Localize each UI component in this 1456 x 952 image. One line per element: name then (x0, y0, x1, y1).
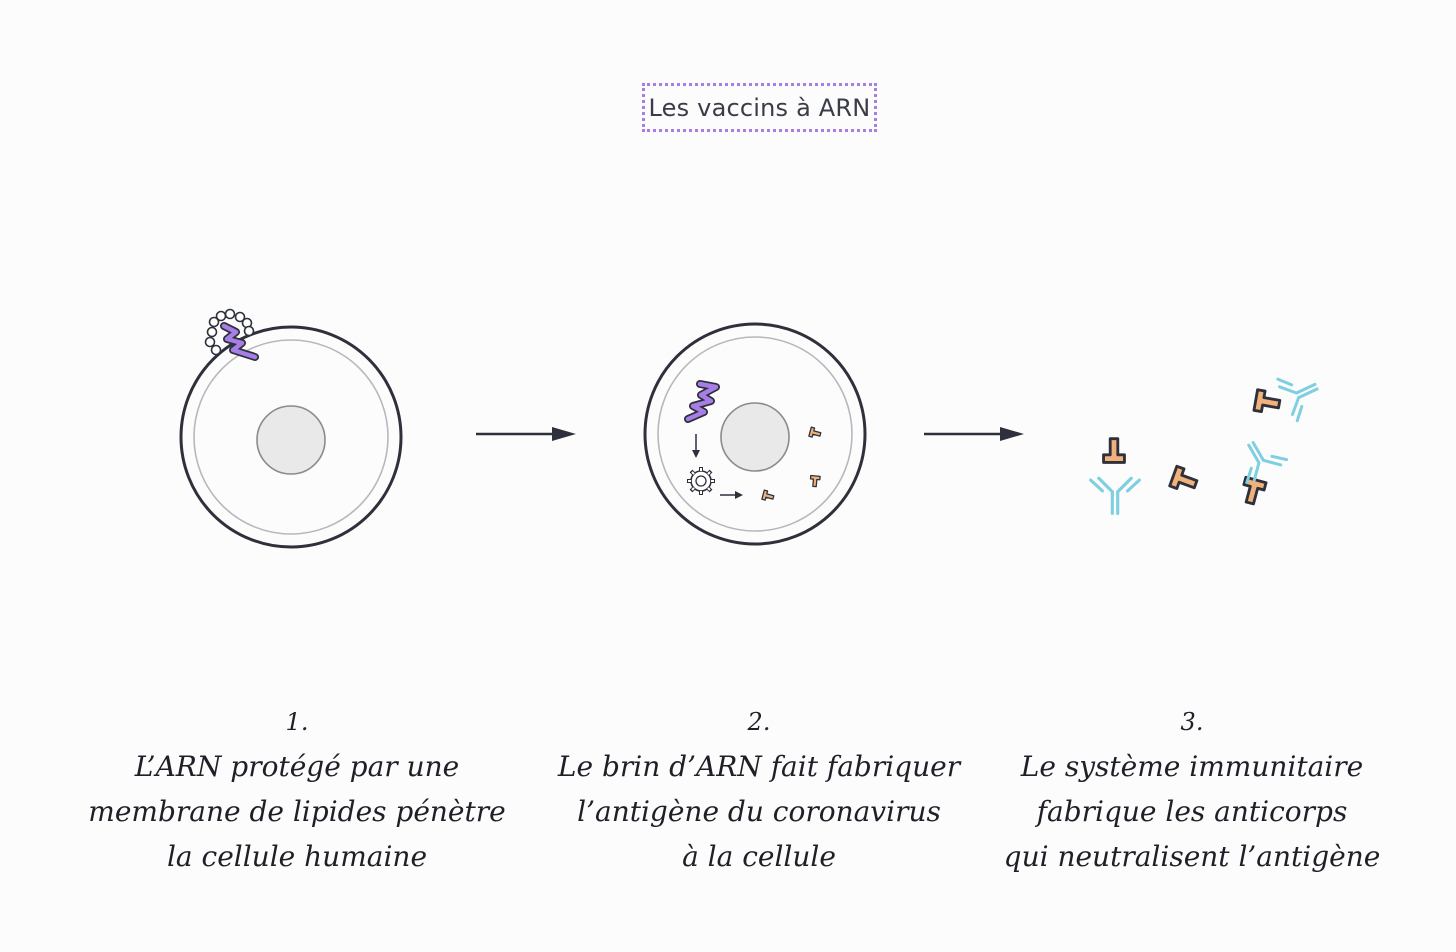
caption-line: fabrique les anticorps (1036, 795, 1348, 828)
cell-inner-membrane (193, 339, 389, 535)
cell-inner-membrane (657, 336, 853, 532)
caption-line: à la cellule (682, 840, 836, 873)
step-number: 1. (285, 708, 309, 736)
ribosome-gear-icon (687, 467, 715, 495)
step3-immune-response (1089, 364, 1328, 515)
antibody (1089, 476, 1141, 515)
caption-line: Le système immunitaire (1020, 750, 1364, 783)
small-arrow-down (692, 434, 700, 458)
caption-line: la cellule humaine (166, 840, 428, 873)
step-number: 3. (1180, 708, 1204, 736)
step-number: 2. (747, 708, 771, 736)
diagram-title: Les vaccins à ARN (642, 83, 877, 132)
antigen-protein (1252, 388, 1283, 416)
antigen-protein (1168, 464, 1201, 496)
caption-line: l’antigène du coronavirus (577, 795, 941, 828)
caption-line: membrane de lipides pénètre (88, 795, 506, 828)
antigen-protein (1102, 437, 1126, 464)
antibody (1229, 430, 1289, 486)
step1-cell (179, 308, 403, 549)
step3-caption: 3. Le système immunitaire fabrique les a… (982, 700, 1402, 879)
arrow-step1-to-step2 (476, 427, 576, 441)
arrow-step2-to-step3 (924, 427, 1024, 441)
caption-line: L’ARN protégé par une (134, 750, 460, 783)
caption-line: Le brin d’ARN fait fabriquer (557, 750, 961, 783)
cell-nucleus (256, 405, 326, 475)
step1-caption: 1. L’ARN protégé par une membrane de lip… (87, 700, 507, 879)
small-arrow-right (720, 491, 743, 499)
step2-caption: 2. Le brin d’ARN fait fabriquer l’antigè… (549, 700, 969, 879)
lipid-nanoparticle (204, 308, 255, 356)
antibody (1274, 364, 1328, 423)
cell-nucleus (720, 402, 790, 472)
step2-cell (643, 322, 867, 546)
caption-line: qui neutralisent l’antigène (1003, 840, 1381, 873)
antigen-protein (1238, 475, 1268, 508)
